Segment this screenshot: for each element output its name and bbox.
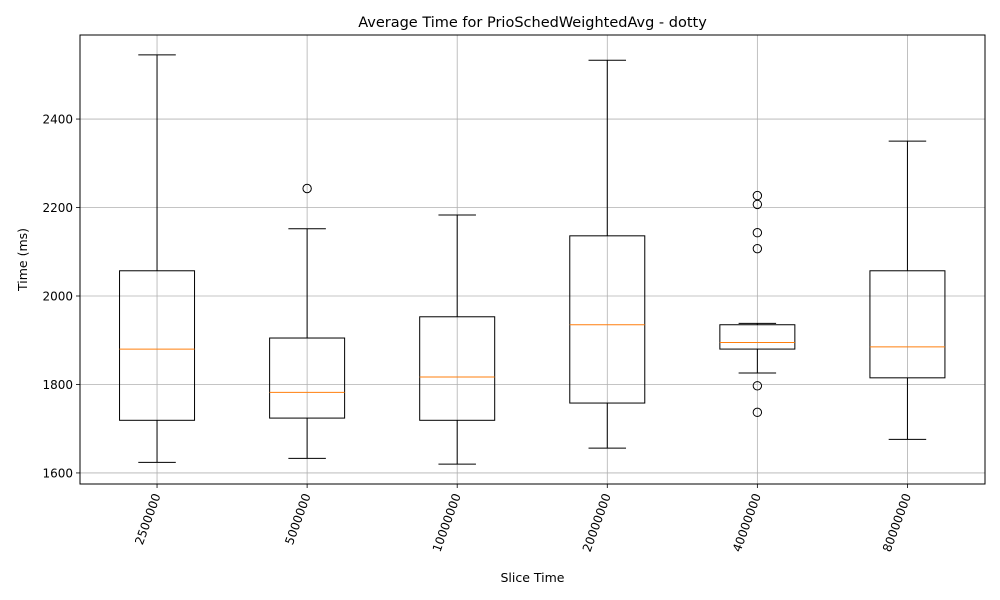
- iqr-box: [119, 270, 196, 421]
- outlier-point: [752, 199, 763, 210]
- y-tick-label: 2000: [42, 289, 73, 303]
- boxes: [119, 54, 946, 465]
- y-axis-label: Time (ms): [15, 228, 30, 292]
- outlier-point: [752, 243, 763, 254]
- iqr-box: [269, 337, 346, 419]
- iqr-box: [569, 235, 646, 404]
- iqr-box: [719, 324, 796, 350]
- outlier-point: [752, 228, 763, 238]
- chart-title: Average Time for PrioSchedWeightedAvg - …: [358, 15, 707, 31]
- y-ticks: 1600 1800 2000 2200 2400: [42, 113, 80, 480]
- box-group: [719, 190, 796, 418]
- iqr-box: [419, 316, 496, 421]
- outlier-point: [752, 407, 763, 418]
- x-axis-label: Slice Time: [500, 570, 564, 585]
- box-group: [419, 214, 496, 465]
- plot-frame: [79, 34, 986, 485]
- y-tick-label: 1600: [42, 466, 73, 480]
- box-group: [119, 54, 196, 463]
- box-group: [869, 140, 946, 440]
- y-tick-label: 1800: [42, 378, 73, 392]
- y-tick-label: 2200: [42, 201, 73, 215]
- outlier-point: [302, 183, 312, 194]
- box-group: [269, 183, 346, 459]
- y-tick-label: 2400: [42, 113, 73, 127]
- box-group: [569, 59, 646, 449]
- outlier-point: [752, 381, 763, 391]
- iqr-box: [869, 270, 946, 379]
